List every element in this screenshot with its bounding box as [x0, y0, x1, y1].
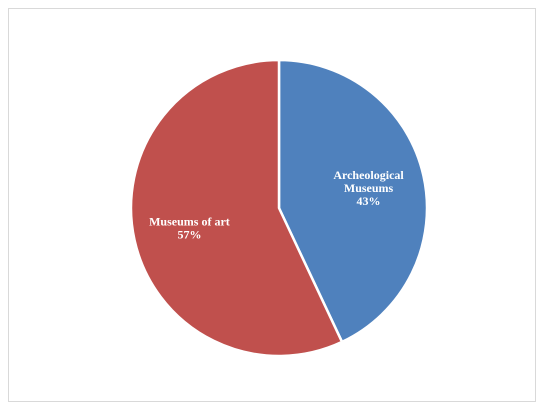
data-label-1: Archeological Museums 43%	[333, 168, 404, 208]
pie-slice-2	[129, 58, 344, 358]
data-label-2: Museums of art 57%	[149, 215, 230, 242]
pie-slice-1	[277, 58, 429, 344]
